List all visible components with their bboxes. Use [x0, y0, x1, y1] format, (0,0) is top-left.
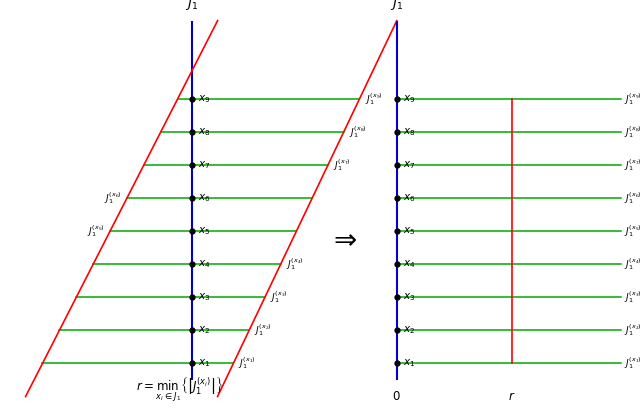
Text: $J_1$: $J_1$ [186, 0, 198, 12]
Text: $J_1$: $J_1$ [390, 0, 403, 12]
Text: $J_1^{(x_{5})}$: $J_1^{(x_{5})}$ [624, 223, 640, 239]
Text: $x_{9}$: $x_{9}$ [403, 93, 416, 105]
Text: $x_{2}$: $x_{2}$ [198, 325, 211, 336]
Text: $x_{1}$: $x_{1}$ [403, 358, 415, 369]
Text: $J_1^{(x_{7})}$: $J_1^{(x_{7})}$ [333, 157, 351, 173]
Text: $J_1^{(x_{3})}$: $J_1^{(x_{3})}$ [624, 290, 640, 305]
Text: $x_{4}$: $x_{4}$ [403, 259, 416, 270]
Text: $J_1^{(x_{4})}$: $J_1^{(x_{4})}$ [285, 256, 304, 272]
Text: $x_{7}$: $x_{7}$ [403, 159, 415, 171]
Text: $J_1^{(x_{9})}$: $J_1^{(x_{9})}$ [624, 91, 640, 107]
Text: $J_1^{(x_{1})}$: $J_1^{(x_{1})}$ [239, 356, 257, 371]
Text: $J_1^{(x_{5})}$: $J_1^{(x_{5})}$ [87, 223, 105, 239]
Text: $J_1^{(x_{2})}$: $J_1^{(x_{2})}$ [624, 323, 640, 338]
Text: $r$: $r$ [508, 390, 516, 403]
Text: $x_{3}$: $x_{3}$ [403, 292, 415, 303]
Text: $J_1^{(x_{6})}$: $J_1^{(x_{6})}$ [104, 190, 122, 206]
Text: $x_{5}$: $x_{5}$ [198, 225, 211, 237]
Text: $J_1^{(x_{6})}$: $J_1^{(x_{6})}$ [624, 190, 640, 206]
Text: $J_1^{(x_{8})}$: $J_1^{(x_{8})}$ [624, 124, 640, 140]
Text: $J_1^{(x_{1})}$: $J_1^{(x_{1})}$ [624, 356, 640, 371]
Text: $x_{8}$: $x_{8}$ [403, 126, 416, 138]
Text: $x_{6}$: $x_{6}$ [403, 192, 416, 204]
Text: $J_1^{(x_{7})}$: $J_1^{(x_{7})}$ [624, 157, 640, 173]
Text: $x_{1}$: $x_{1}$ [198, 358, 211, 369]
Text: $J_1^{(x_{2})}$: $J_1^{(x_{2})}$ [254, 323, 272, 338]
Text: $J_1^{(x_{8})}$: $J_1^{(x_{8})}$ [349, 124, 367, 140]
Text: $J_1^{(x_{9})}$: $J_1^{(x_{9})}$ [365, 91, 383, 107]
Text: $J_1^{(x_{3})}$: $J_1^{(x_{3})}$ [270, 290, 288, 305]
Text: $x_{4}$: $x_{4}$ [198, 259, 211, 270]
Text: $x_{2}$: $x_{2}$ [403, 325, 415, 336]
Text: $x_{8}$: $x_{8}$ [198, 126, 211, 138]
Text: $0$: $0$ [392, 390, 401, 403]
Text: $x_{3}$: $x_{3}$ [198, 292, 211, 303]
Text: $x_{5}$: $x_{5}$ [403, 225, 415, 237]
Text: $r = \min_{x_i \in J_1} \left\{\left|J_1^{(x_i)}\right|\right\}$: $r = \min_{x_i \in J_1} \left\{\left|J_1… [136, 375, 223, 403]
Text: $x_{6}$: $x_{6}$ [198, 192, 211, 204]
Text: $x_{7}$: $x_{7}$ [198, 159, 211, 171]
Text: $J_1^{(x_{4})}$: $J_1^{(x_{4})}$ [624, 256, 640, 272]
Text: $x_{9}$: $x_{9}$ [198, 93, 211, 105]
Text: $\Rightarrow$: $\Rightarrow$ [328, 226, 357, 253]
